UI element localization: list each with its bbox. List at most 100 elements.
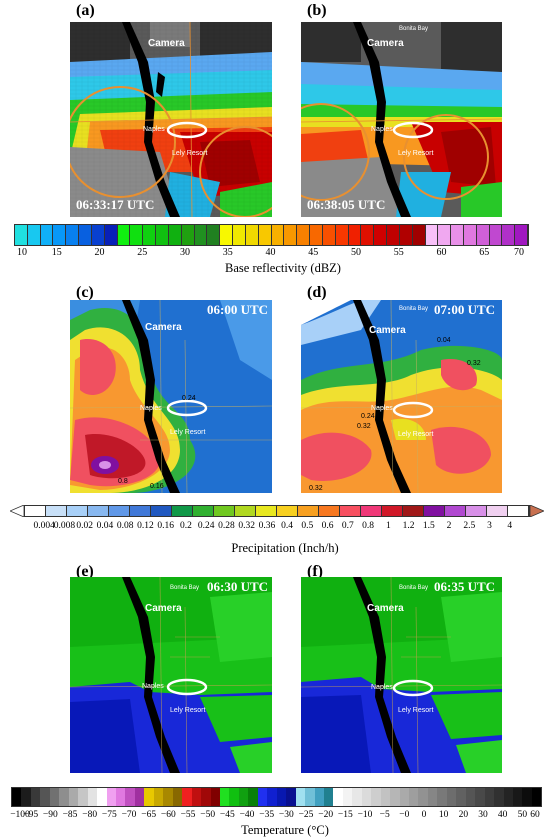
reflectivity-colorbar-title: Base reflectivity (dBZ): [225, 261, 341, 275]
temperature-color-swatch: [361, 788, 372, 806]
reflectivity-color-swatch: [425, 225, 439, 245]
temperature-color-swatch: [172, 788, 183, 806]
camera-label-a: Camera: [148, 38, 185, 49]
precip-tick-label: 0.4: [281, 521, 294, 531]
temperature-tick-label: −50: [200, 810, 216, 820]
precip-tick-label: 0.32: [238, 521, 255, 531]
reflectivity-color-swatch: [310, 225, 323, 245]
precip-color-swatch: [214, 506, 235, 516]
precip-color-swatch: [151, 506, 172, 516]
precip-color-swatch: [130, 506, 151, 516]
temperature-tick-label: −35: [259, 810, 275, 820]
reflectivity-color-swatch: [220, 225, 234, 245]
temperature-color-swatch: [494, 788, 504, 806]
lely-resort-label-b: Lely Resort: [398, 150, 433, 157]
temperature-color-swatch: [418, 788, 428, 806]
precip-panel-d: Bonita Bay Camera Naples Lely Resort 0.0…: [301, 300, 502, 493]
reflectivity-color-swatch: [181, 225, 195, 245]
naples-label-f: Naples: [371, 684, 393, 691]
precip-color-swatch: [172, 506, 193, 516]
lely-resort-label-a: Lely Resort: [172, 150, 207, 157]
reflectivity-tick-label: 20: [94, 247, 105, 258]
reflectivity-color-swatch: [515, 225, 529, 245]
reflectivity-color-swatch: [143, 225, 157, 245]
temperature-tick-label: −55: [180, 810, 196, 820]
contour-label-d-4: 0.32: [357, 423, 371, 430]
reflectivity-color-swatch: [207, 225, 221, 245]
naples-label-c: Naples: [140, 405, 162, 412]
temperature-color-swatch: [390, 788, 400, 806]
precip-tick-label: 0.7: [341, 521, 354, 531]
temperature-tick-label: −0: [399, 810, 410, 820]
temperature-color-swatch: [78, 788, 88, 806]
temperature-tick-label: −10: [357, 810, 373, 820]
temperature-color-swatch: [134, 788, 145, 806]
temperature-color-swatch: [68, 788, 79, 806]
precip-color-swatch: [298, 506, 319, 516]
panel-label-f: (f): [307, 563, 323, 580]
camera-label-e: Camera: [145, 603, 182, 614]
precip-color-swatch: [319, 506, 340, 516]
temperature-color-swatch: [115, 788, 126, 806]
reflectivity-color-swatch: [284, 225, 298, 245]
reflectivity-color-swatch: [335, 225, 349, 245]
temperature-color-swatch: [40, 788, 50, 806]
temperature-color-swatch: [87, 788, 98, 806]
precip-tick-label: 0.2: [179, 521, 192, 531]
timestamp-a: 06:33:17 UTC: [76, 197, 155, 212]
reflectivity-color-swatch: [53, 225, 67, 245]
temperature-color-swatch: [371, 788, 381, 806]
temperature-color-swatch: [21, 788, 31, 806]
precip-tick-label: 0.36: [258, 521, 276, 531]
temperature-tick-label: −45: [219, 810, 235, 820]
temp-panel-f: Bonita Bay Camera Naples Lely Resort 06:…: [301, 577, 502, 773]
reflectivity-tick-label: 35: [222, 247, 233, 258]
temperature-color-swatch: [513, 788, 523, 806]
temperature-color-swatch: [191, 788, 202, 806]
reflectivity-tick-label: 15: [51, 247, 62, 258]
reflectivity-tick-label: 25: [137, 247, 148, 258]
radar-panel-a: Camera Naples Lely Resort 06:33:17 UTC: [70, 22, 272, 217]
temperature-tick-label: −90: [42, 810, 58, 820]
reflectivity-color-swatch: [194, 225, 208, 245]
bonita-bay-label-e: Bonita Bay: [170, 585, 199, 591]
reflectivity-color-swatch: [502, 225, 516, 245]
temperature-color-swatch: [144, 788, 154, 806]
reflectivity-tick-label: 10: [17, 247, 27, 258]
lely-resort-label-d: Lely Resort: [398, 431, 433, 438]
reflectivity-tick-label: 55: [393, 247, 404, 258]
precip-color-swatch: [466, 506, 487, 516]
temperature-color-swatch: [446, 788, 457, 806]
temperature-color-swatch: [352, 788, 362, 806]
reflectivity-color-swatch: [27, 225, 41, 245]
precip-color-swatch: [235, 506, 256, 516]
temperature-tick-label: 20: [458, 810, 469, 820]
reflectivity-color-swatch: [438, 225, 452, 245]
reflectivity-color-swatch: [79, 225, 92, 245]
temperature-tick-label: −20: [318, 810, 334, 820]
temperature-color-swatch: [30, 788, 41, 806]
panel-label-c: (c): [76, 284, 94, 301]
temperature-color-swatch: [276, 788, 287, 806]
reflectivity-tick-label: 50: [351, 247, 361, 258]
temperature-color-swatch: [503, 788, 514, 806]
timestamp-e: 06:30 UTC: [207, 579, 269, 594]
precip-tick-label: 1.5: [422, 521, 435, 531]
lely-resort-label-c: Lely Resort: [170, 429, 205, 436]
precip-panel-c: Camera Naples Lely Resort 0.24 0.16 0.8 …: [70, 300, 272, 493]
contour-label-c-2: 0.16: [150, 483, 164, 490]
reflectivity-color-swatch: [271, 225, 285, 245]
temperature-color-swatch: [257, 788, 268, 806]
reflectivity-color-swatch: [348, 225, 362, 245]
reflectivity-color-swatch: [399, 225, 413, 245]
temperature-color-swatch: [201, 788, 211, 806]
temperature-color-swatch: [106, 788, 116, 806]
temperature-color-swatch: [286, 788, 296, 806]
precip-tick-label: 0.008: [53, 521, 76, 531]
reflectivity-tick-label: 45: [308, 247, 319, 258]
temperature-tick-label: 10: [438, 810, 449, 820]
reflectivity-color-swatch: [130, 225, 144, 245]
precip-tick-label: 2.5: [463, 521, 476, 531]
temperature-tick-label: 30: [478, 810, 488, 820]
precip-color-swatch: [193, 506, 214, 516]
